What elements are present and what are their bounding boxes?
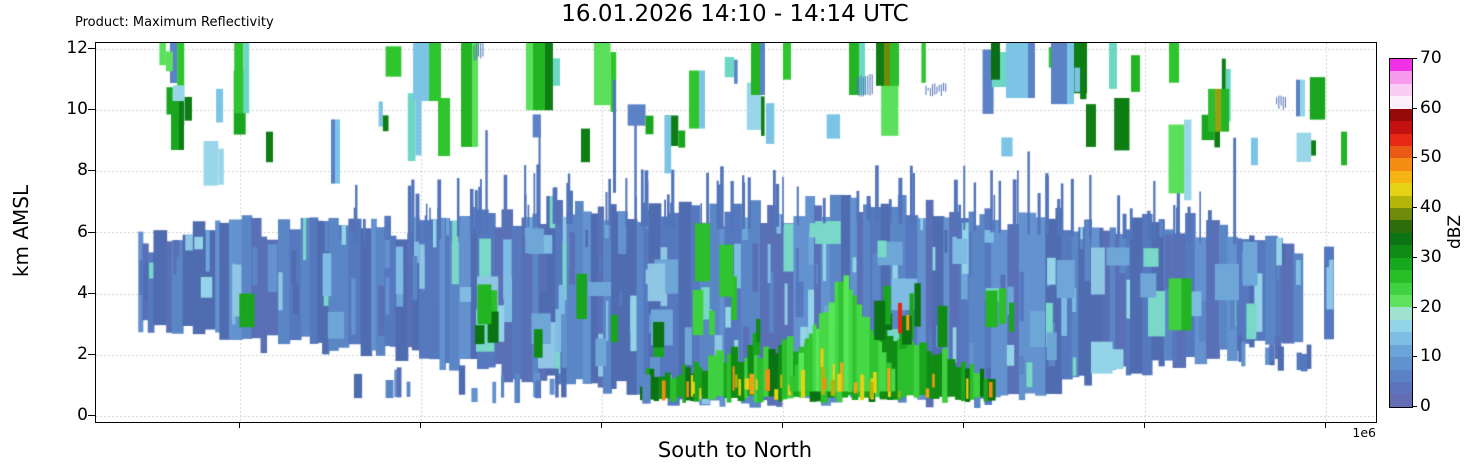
colorbar-band (1390, 220, 1412, 233)
colorbar-tick-mark (1412, 58, 1417, 59)
y-tick-mark (88, 109, 95, 111)
colorbar-band (1390, 195, 1412, 209)
colorbar-band (1390, 332, 1412, 345)
y-tick-label: 6 (77, 221, 88, 242)
colorbar-band (1390, 133, 1412, 146)
colorbar-band (1390, 381, 1412, 395)
chart-title: 16.01.2026 14:10 - 14:14 UTC (561, 1, 909, 27)
colorbar-band (1390, 208, 1412, 221)
colorbar-band (1390, 257, 1412, 271)
colorbar-band (1390, 394, 1412, 407)
colorbar-band (1390, 121, 1412, 134)
colorbar-tick-mark (1412, 207, 1417, 209)
x-tick-mark (1143, 422, 1145, 428)
x-axis-label: South to North (657, 438, 813, 462)
colorbar-band (1390, 96, 1412, 109)
y-tick-label: 12 (66, 38, 88, 59)
colorbar-band (1390, 245, 1412, 258)
colorbar-band (1390, 270, 1412, 283)
y-tick-mark (88, 170, 95, 172)
colorbar-label: dBZ (1445, 214, 1465, 250)
colorbar-band (1390, 369, 1412, 382)
colorbar-tick-label: 30 (1420, 246, 1442, 267)
colorbar-tick-mark (1412, 406, 1417, 407)
y-tick-mark (88, 231, 95, 233)
product-label: Product: Maximum Reflectivity (75, 15, 274, 30)
x-axis-offset-label: 1e6 (1352, 425, 1376, 440)
colorbar-tick-mark (1412, 256, 1417, 258)
colorbar-tick-label: 20 (1420, 296, 1442, 317)
colorbar-tick-label: 10 (1420, 346, 1442, 367)
colorbar-band (1390, 145, 1412, 159)
colorbar-tick-label: 60 (1420, 97, 1442, 118)
y-tick-mark (88, 48, 95, 50)
colorbar-tick-mark (1412, 306, 1417, 308)
x-tick-mark (600, 422, 602, 428)
colorbar-band (1390, 232, 1412, 246)
colorbar-band (1390, 319, 1412, 333)
reflectivity-canvas (96, 43, 1376, 422)
colorbar-band (1390, 83, 1412, 97)
x-tick-mark (419, 422, 421, 428)
colorbar-band (1390, 183, 1412, 196)
y-tick-label: 2 (77, 343, 88, 364)
y-tick-mark (88, 353, 95, 355)
x-tick-mark (781, 422, 783, 428)
colorbar-band (1390, 71, 1412, 84)
x-tick-mark (1324, 422, 1326, 428)
y-tick-label: 10 (66, 99, 88, 120)
colorbar-band (1390, 307, 1412, 320)
colorbar-band (1390, 357, 1412, 370)
colorbar-tick-label: 70 (1420, 48, 1442, 68)
x-tick-mark (239, 422, 240, 428)
y-tick-label: 0 (77, 404, 88, 425)
y-axis-label: km AMSL (9, 184, 33, 278)
colorbar-tick-label: 40 (1420, 197, 1442, 218)
colorbar-tick-label: 0 (1420, 396, 1431, 416)
colorbar-band (1390, 108, 1412, 122)
colorbar-band (1390, 59, 1412, 72)
colorbar-tick-mark (1412, 107, 1417, 109)
colorbar-band (1390, 170, 1412, 184)
colorbar-band (1390, 158, 1412, 171)
colorbar-tick-mark (1412, 356, 1417, 358)
y-tick-label: 4 (77, 282, 88, 303)
colorbar-band (1390, 344, 1412, 358)
colorbar-band (1390, 282, 1412, 296)
colorbar-tick-label: 50 (1420, 147, 1442, 168)
plot-area (95, 42, 1377, 423)
x-tick-mark (962, 422, 964, 428)
y-tick-mark (88, 414, 95, 416)
y-tick-label: 8 (77, 160, 88, 181)
colorbar-tick-mark (1412, 157, 1417, 159)
y-tick-mark (88, 292, 95, 294)
colorbar-band (1390, 295, 1412, 308)
colorbar (1389, 58, 1413, 408)
